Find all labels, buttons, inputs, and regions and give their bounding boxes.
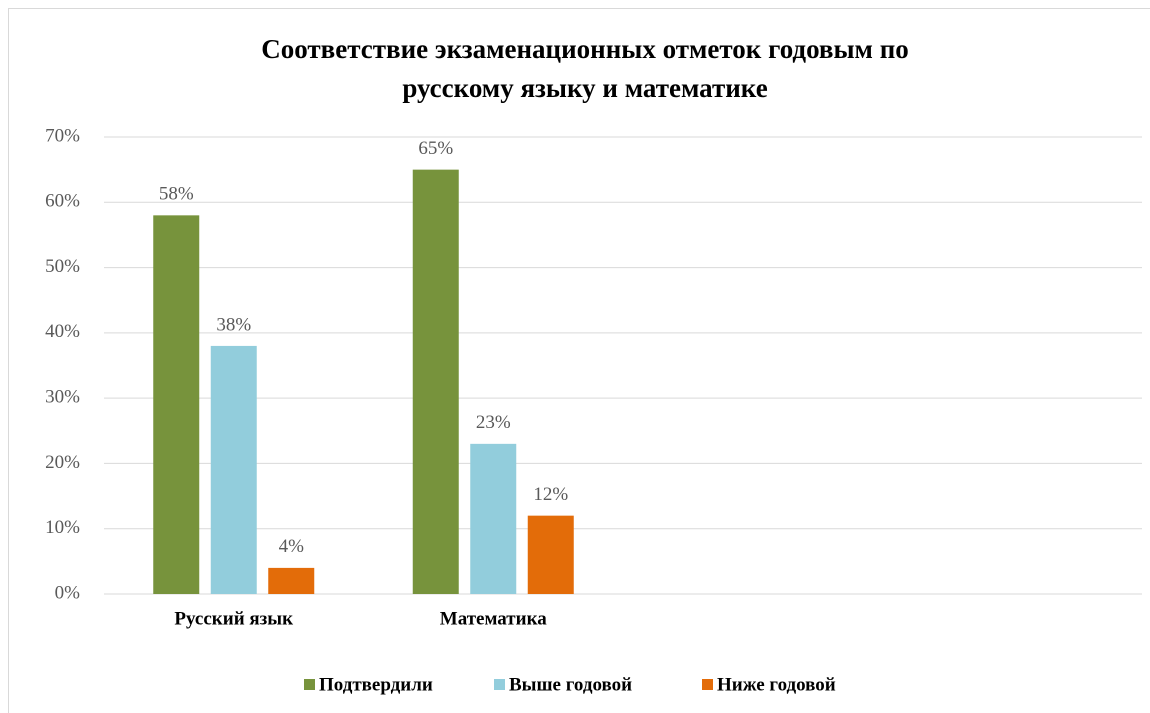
y-tick-label: 40% <box>45 321 80 342</box>
x-tick-label: Математика <box>440 608 547 629</box>
data-label: 58% <box>159 184 194 205</box>
y-tick-label: 20% <box>45 452 80 473</box>
data-label: 38% <box>216 314 251 335</box>
y-tick-label: 50% <box>45 256 80 277</box>
legend-label: Выше годовой <box>509 674 632 695</box>
bar <box>412 169 459 594</box>
data-label: 23% <box>476 412 511 433</box>
legend-swatch <box>494 679 505 690</box>
chart-title: Соответствие экзаменационных отметок год… <box>261 34 909 64</box>
bar <box>527 515 574 594</box>
y-tick-label: 0% <box>55 582 81 603</box>
chart-border <box>8 8 1150 713</box>
data-label: 12% <box>533 484 568 505</box>
y-tick-label: 70% <box>45 125 80 146</box>
y-tick-label: 30% <box>45 387 80 408</box>
bar <box>153 215 200 595</box>
legend-swatch <box>702 679 713 690</box>
y-tick-label: 10% <box>45 517 80 538</box>
data-label: 65% <box>418 138 453 159</box>
x-tick-label: Русский язык <box>174 608 293 629</box>
legend-label: Подтвердили <box>319 674 433 695</box>
legend-swatch <box>304 679 315 690</box>
bar <box>470 443 517 594</box>
data-label: 4% <box>279 536 305 557</box>
bar <box>268 567 315 594</box>
bar <box>210 345 257 594</box>
chart-title: русскому языку и математике <box>402 73 767 103</box>
legend-label: Ниже годовой <box>717 674 836 695</box>
y-tick-label: 60% <box>45 191 80 212</box>
